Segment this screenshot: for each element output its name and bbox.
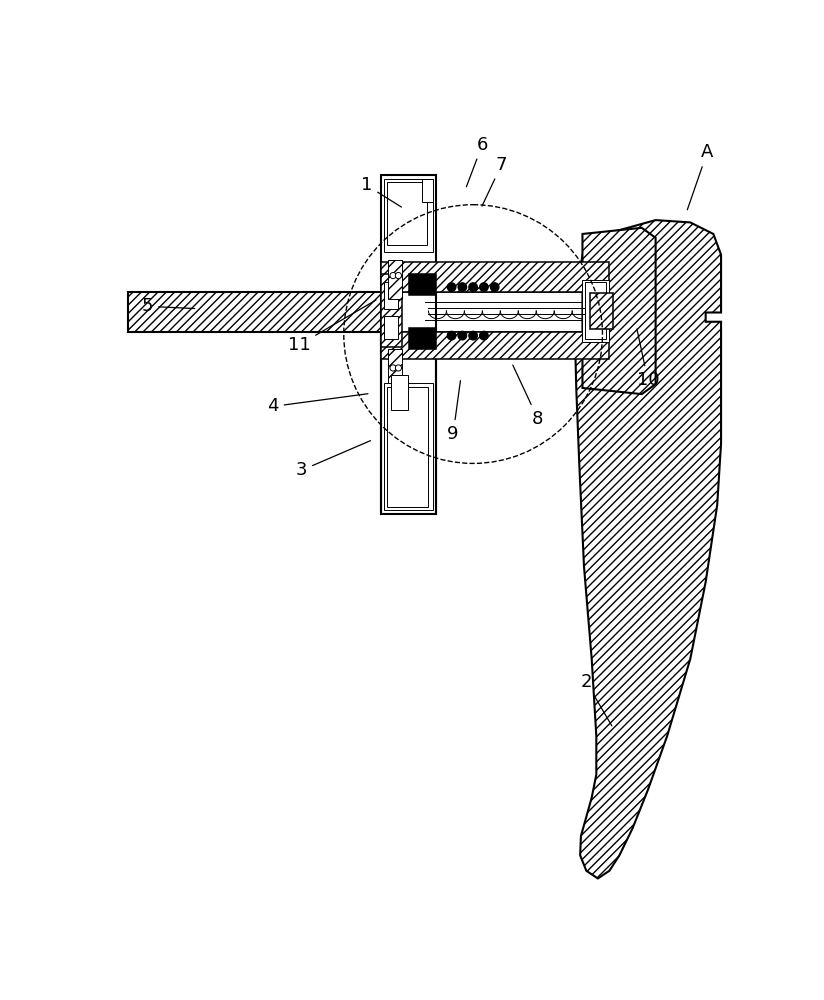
Bar: [583, 280, 610, 342]
Polygon shape: [129, 292, 384, 332]
Polygon shape: [575, 220, 721, 878]
Bar: [387, 182, 427, 245]
Polygon shape: [410, 328, 436, 349]
Circle shape: [447, 283, 456, 291]
Circle shape: [480, 283, 488, 291]
Bar: [387, 387, 428, 507]
Text: 2: 2: [581, 673, 612, 726]
Polygon shape: [384, 282, 398, 309]
Text: 9: 9: [447, 381, 461, 443]
Circle shape: [396, 272, 401, 279]
Circle shape: [447, 331, 456, 340]
Circle shape: [390, 272, 396, 279]
Bar: [381, 175, 436, 514]
Circle shape: [469, 331, 477, 340]
Text: A: A: [687, 143, 714, 210]
Bar: [384, 383, 433, 510]
Text: 4: 4: [267, 394, 368, 415]
Circle shape: [480, 331, 488, 340]
Text: 8: 8: [513, 365, 544, 428]
Text: 10: 10: [637, 329, 659, 389]
Bar: [381, 292, 610, 332]
Polygon shape: [384, 316, 398, 339]
Text: 5: 5: [142, 297, 194, 315]
Polygon shape: [381, 332, 610, 359]
Bar: [391, 375, 409, 410]
Bar: [590, 293, 613, 329]
Bar: [388, 260, 402, 299]
Text: 7: 7: [482, 156, 508, 206]
Circle shape: [458, 331, 466, 340]
Polygon shape: [583, 228, 656, 394]
Bar: [384, 179, 433, 252]
Bar: [585, 282, 606, 339]
Circle shape: [396, 365, 401, 371]
Text: 3: 3: [296, 441, 371, 479]
Circle shape: [458, 283, 466, 291]
Polygon shape: [587, 297, 610, 326]
Text: 11: 11: [288, 300, 376, 354]
Circle shape: [469, 283, 477, 291]
Polygon shape: [410, 274, 436, 295]
Polygon shape: [381, 274, 402, 347]
Circle shape: [390, 365, 396, 371]
Bar: [388, 349, 402, 383]
Polygon shape: [381, 262, 610, 292]
Text: 1: 1: [361, 176, 401, 207]
Circle shape: [490, 283, 499, 291]
Text: 6: 6: [466, 136, 488, 187]
Bar: [422, 179, 433, 202]
